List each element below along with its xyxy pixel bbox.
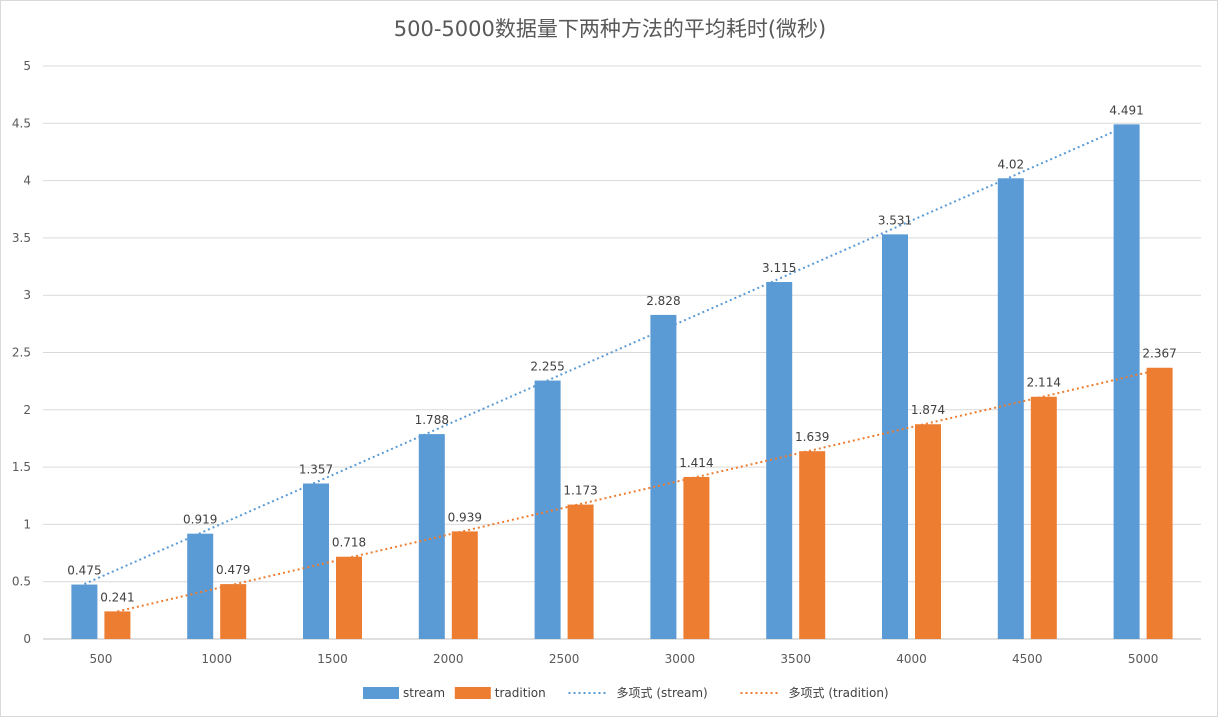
y-tick-label: 0 (23, 632, 31, 646)
data-label-tradition: 1.639 (795, 430, 829, 444)
data-label-tradition: 2.114 (1027, 376, 1061, 390)
data-label-tradition: 1.173 (563, 484, 597, 498)
y-tick-label: 2 (23, 403, 31, 417)
data-label-stream: 3.115 (762, 261, 796, 275)
bar-tradition (915, 424, 941, 639)
bar-stream (303, 483, 329, 639)
data-label-stream: 2.255 (530, 360, 564, 374)
x-axis-ticks: 500 1000 1500 2000 2500 3000 3500 4000 4500 5000 (89, 652, 1158, 666)
bar-stream (418, 434, 445, 639)
legend-swatch-stream (363, 687, 399, 699)
data-label-stream: 0.919 (183, 513, 217, 527)
data-label-stream: 0.475 (67, 564, 101, 578)
bar-tradition (104, 611, 131, 639)
data-label-stream: 3.531 (878, 213, 912, 227)
data-label-stream: 4.491 (1109, 103, 1143, 117)
y-tick-label: 0.5 (12, 575, 31, 589)
legend-label-stream: stream (403, 686, 445, 700)
bar-stream (766, 282, 793, 639)
y-tick-label: 2.5 (12, 346, 31, 360)
x-tick-label: 3000 (665, 652, 696, 666)
bar-tradition (451, 531, 478, 639)
x-tick-label: 2000 (433, 652, 464, 666)
x-tick-label: 4500 (1012, 652, 1043, 666)
legend-swatch-tradition (454, 687, 491, 699)
legend-label-trend-stream: 多项式 (stream) (617, 686, 708, 700)
bar-tradition (336, 556, 362, 639)
x-tick-label: 2500 (549, 652, 580, 666)
y-tick-label: 1 (23, 517, 31, 531)
y-tick-label: 3.5 (12, 231, 31, 245)
bar-tradition (1030, 396, 1057, 639)
data-label-tradition: 0.241 (100, 590, 134, 604)
y-tick-label: 1.5 (12, 460, 31, 474)
data-label-tradition: 0.939 (448, 510, 482, 524)
x-tick-label: 1000 (201, 652, 232, 666)
chart-title: 500-5000数据量下两种方法的平均耗时(微秒) (393, 17, 827, 41)
data-label-stream: 1.788 (415, 413, 449, 427)
x-tick-label: 3500 (780, 652, 811, 666)
x-tick-label: 500 (89, 652, 112, 666)
trendlines (83, 125, 1160, 613)
legend: stream tradition 多项式 (stream) 多项式 (traditio… (363, 686, 889, 700)
data-labels: 0.475 0.241 0.919 0.479 1.357 0.718 1.788 0.939… (67, 103, 1177, 604)
data-label-tradition: 0.718 (332, 536, 366, 550)
bar-stream (650, 314, 677, 639)
bar-stream (71, 584, 98, 639)
bar-tradition (220, 584, 247, 639)
data-label-tradition: 1.414 (679, 456, 713, 470)
bar-tradition (1146, 367, 1173, 639)
x-tick-label: 5000 (1128, 652, 1159, 666)
bars (71, 124, 1173, 640)
bar-stream (187, 533, 214, 639)
data-label-tradition: 1.874 (911, 403, 945, 417)
data-label-stream: 4.02 (997, 157, 1024, 171)
y-axis-ticks: 0 0.5 1 1.5 2 2.5 3 3.5 4 4.5 5 (12, 59, 31, 646)
trendline-stream (83, 125, 1128, 585)
data-label-stream: 1.357 (299, 462, 333, 476)
x-tick-label: 1500 (317, 652, 348, 666)
x-tick-label: 4000 (896, 652, 927, 666)
trendline-tradition (117, 368, 1160, 613)
data-label-tradition: 0.479 (216, 563, 250, 577)
y-tick-label: 3 (23, 288, 31, 302)
bar-tradition (683, 476, 710, 639)
bar-tradition (567, 504, 594, 639)
y-tick-label: 4.5 (12, 116, 31, 130)
bar-tradition (799, 451, 826, 639)
gridlines (43, 65, 1201, 640)
bar-stream (997, 178, 1024, 640)
legend-label-tradition: tradition (495, 686, 546, 700)
y-tick-label: 5 (23, 59, 31, 73)
data-label-stream: 2.828 (646, 294, 680, 308)
data-label-tradition: 2.367 (1142, 347, 1176, 361)
bar-stream (882, 234, 908, 639)
legend-label-trend-tradition: 多项式 (tradition) (789, 686, 889, 700)
bar-stream (1113, 124, 1140, 639)
y-tick-label: 4 (23, 174, 31, 188)
